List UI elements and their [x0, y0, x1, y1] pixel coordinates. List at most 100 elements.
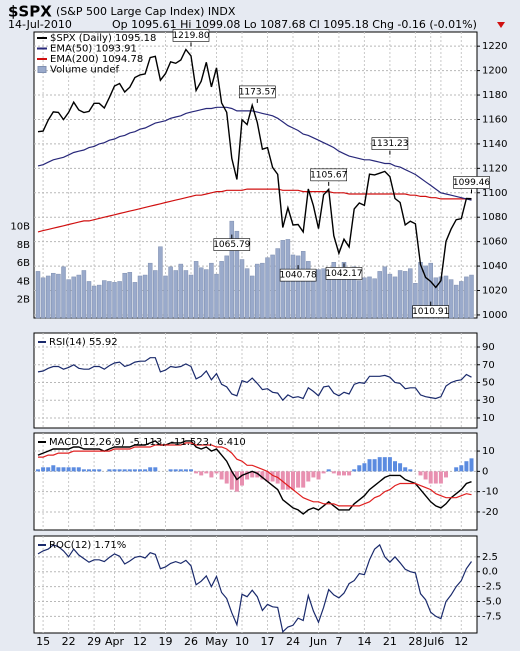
bar [402, 271, 408, 319]
bar [199, 471, 204, 476]
bar [188, 274, 194, 319]
bar [403, 467, 408, 472]
bar [377, 271, 382, 319]
bar [408, 268, 413, 319]
bar [102, 280, 107, 319]
bar [443, 275, 449, 319]
bar [459, 465, 464, 472]
bar [331, 262, 337, 319]
bar [71, 276, 76, 319]
bar [367, 459, 372, 472]
y-tick-label: 1020 [482, 286, 507, 297]
bar [66, 279, 71, 319]
bar [168, 266, 173, 319]
bar [316, 269, 321, 319]
legend-entry: 6.410 [217, 437, 246, 448]
bar [362, 463, 367, 472]
bar [46, 467, 51, 472]
y-tick-label: 30 [482, 395, 495, 406]
bar [265, 471, 270, 482]
x-tick-label: Jun [309, 635, 327, 648]
bar [56, 273, 61, 319]
panel [33, 332, 478, 429]
bar [76, 467, 81, 472]
series-line [37, 48, 472, 289]
bar [204, 269, 209, 319]
series-line [38, 442, 472, 507]
bar [423, 471, 428, 480]
bar [453, 284, 459, 319]
panel-title: RSI(14) 55.92 [49, 337, 118, 348]
bar [51, 272, 56, 319]
annotation-label: 1173.57 [239, 87, 276, 97]
bar [122, 272, 127, 319]
y-tick-label: -5.0 [482, 596, 502, 607]
x-tick-label: 19 [159, 635, 173, 648]
bar [311, 471, 316, 478]
legend-entry: -5.113, [130, 437, 165, 448]
bar [326, 469, 331, 472]
bar [224, 471, 229, 484]
bar [56, 467, 61, 472]
bar [433, 471, 438, 484]
bar [143, 469, 148, 472]
y-tick-label: 1080 [482, 212, 507, 223]
bar [372, 278, 377, 319]
y-tick-label: 1100 [482, 188, 507, 199]
bar [183, 469, 188, 472]
x-tick-label: 6 [437, 635, 444, 648]
bar [296, 471, 301, 488]
bar [295, 255, 301, 319]
bar [393, 461, 397, 472]
annotation-label: 1040.78 [279, 271, 316, 281]
bar [408, 469, 413, 472]
y-tick-label: 1060 [482, 237, 507, 248]
bar [459, 281, 464, 319]
bar [392, 276, 398, 319]
x-tick-label: 24 [286, 635, 300, 648]
bar [219, 471, 224, 480]
quote: Op 1095.61 Hi 1099.08 Lo 1087.68 Cl 1095… [112, 18, 477, 31]
bar [423, 265, 428, 319]
x-tick-label: 28 [408, 635, 422, 648]
bar [112, 469, 117, 472]
bar [367, 276, 372, 319]
bar [260, 471, 265, 480]
panel-title: MACD(12,26,9) [49, 437, 125, 448]
bar [234, 230, 240, 319]
x-tick-label: 7 [335, 635, 342, 648]
series-line [37, 357, 472, 402]
y-tick-label: 1000 [482, 310, 507, 321]
annotation-box [453, 176, 490, 189]
bar [321, 268, 326, 319]
bar [382, 457, 387, 472]
bar [209, 262, 214, 319]
bar [193, 261, 199, 319]
bar [132, 282, 138, 319]
bar [347, 471, 352, 476]
bar [316, 471, 321, 480]
bar [306, 261, 311, 319]
bar [51, 465, 56, 472]
annotation-box [371, 137, 409, 150]
bar [265, 257, 270, 319]
y-tick-label: 1200 [482, 66, 507, 77]
down-arrow [497, 22, 505, 28]
bar [300, 251, 306, 319]
bar [387, 273, 393, 319]
bar [153, 467, 158, 472]
bar [433, 277, 439, 319]
bar [357, 280, 362, 319]
series-line [37, 543, 472, 633]
y-tick-label: 2.5 [482, 552, 498, 563]
y-tick-label: 1040 [482, 261, 507, 272]
bar [285, 471, 290, 490]
bar [91, 285, 97, 319]
bar [291, 471, 295, 490]
bar [418, 471, 423, 476]
bar [469, 274, 474, 319]
bar [255, 471, 260, 478]
bar [173, 469, 178, 472]
y-tick-label: -20 [482, 507, 498, 518]
x-tick-label: 26 [184, 635, 198, 648]
